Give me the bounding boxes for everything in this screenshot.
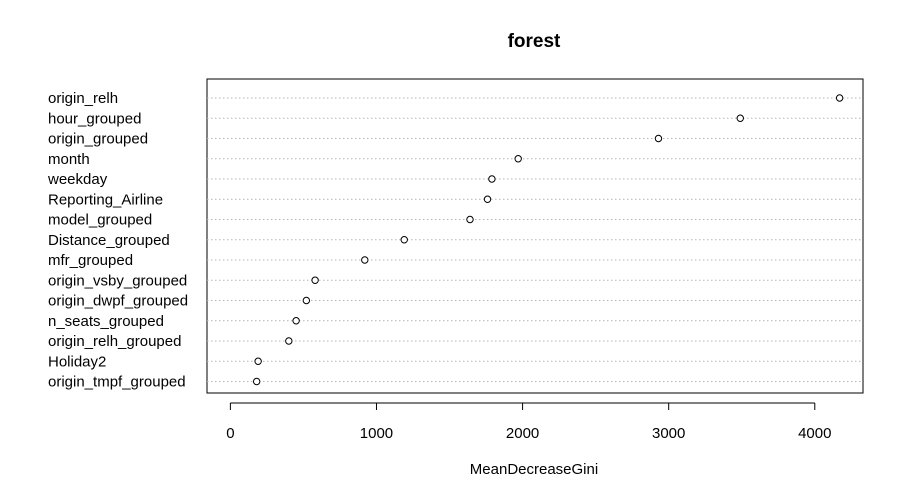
x-axis: 0 1000 2000 3000 4000 (226, 402, 831, 442)
variable-label: mfr_grouped (48, 252, 133, 269)
data-point (835, 94, 844, 102)
data-point (654, 134, 663, 143)
plot-frame (206, 78, 864, 394)
data-point (400, 236, 408, 244)
data-point (254, 357, 262, 365)
guide-lines (207, 97, 863, 382)
data-point (736, 114, 744, 122)
data-points (252, 94, 844, 386)
variable-label: origin_tmpf_grouped (48, 374, 186, 391)
data-point (466, 215, 474, 224)
data-point (311, 276, 319, 284)
variable-label: origin_relh (48, 90, 118, 107)
x-tick-label: 0 (226, 425, 234, 442)
variable-label: weekday (47, 171, 108, 188)
variable-label: model_grouped (48, 212, 152, 229)
x-tick-label: 3000 (652, 425, 685, 442)
data-point (252, 377, 261, 386)
variable-label: origin_vsby_grouped (48, 272, 187, 289)
variable-label: n_seats_grouped (48, 313, 164, 330)
data-point (292, 317, 300, 325)
variable-label: origin_dwpf_grouped (48, 293, 188, 310)
variable-label: origin_relh_grouped (48, 333, 181, 350)
x-tick-label: 2000 (506, 425, 539, 442)
data-point (514, 155, 522, 163)
variable-labels: origin_relh hour_grouped origin_groupedmon… (47, 90, 188, 391)
variable-label: month (48, 151, 90, 168)
variable-label: Reporting_Airline (48, 191, 163, 208)
variable-label: hour_grouped (48, 110, 141, 127)
x-axis-label: MeanDecreaseGini (470, 461, 598, 478)
chart-title: forest (508, 31, 561, 52)
data-point (302, 296, 311, 305)
variable-label: Distance_grouped (48, 232, 170, 249)
x-tick-label: 4000 (798, 425, 831, 442)
data-point (361, 256, 369, 264)
data-point (483, 195, 492, 203)
variable-label: origin_grouped (48, 131, 148, 148)
x-tick-label: 1000 (360, 425, 393, 442)
data-point (285, 337, 293, 345)
variable-label: Holiday2 (48, 353, 106, 370)
data-point (488, 175, 496, 183)
